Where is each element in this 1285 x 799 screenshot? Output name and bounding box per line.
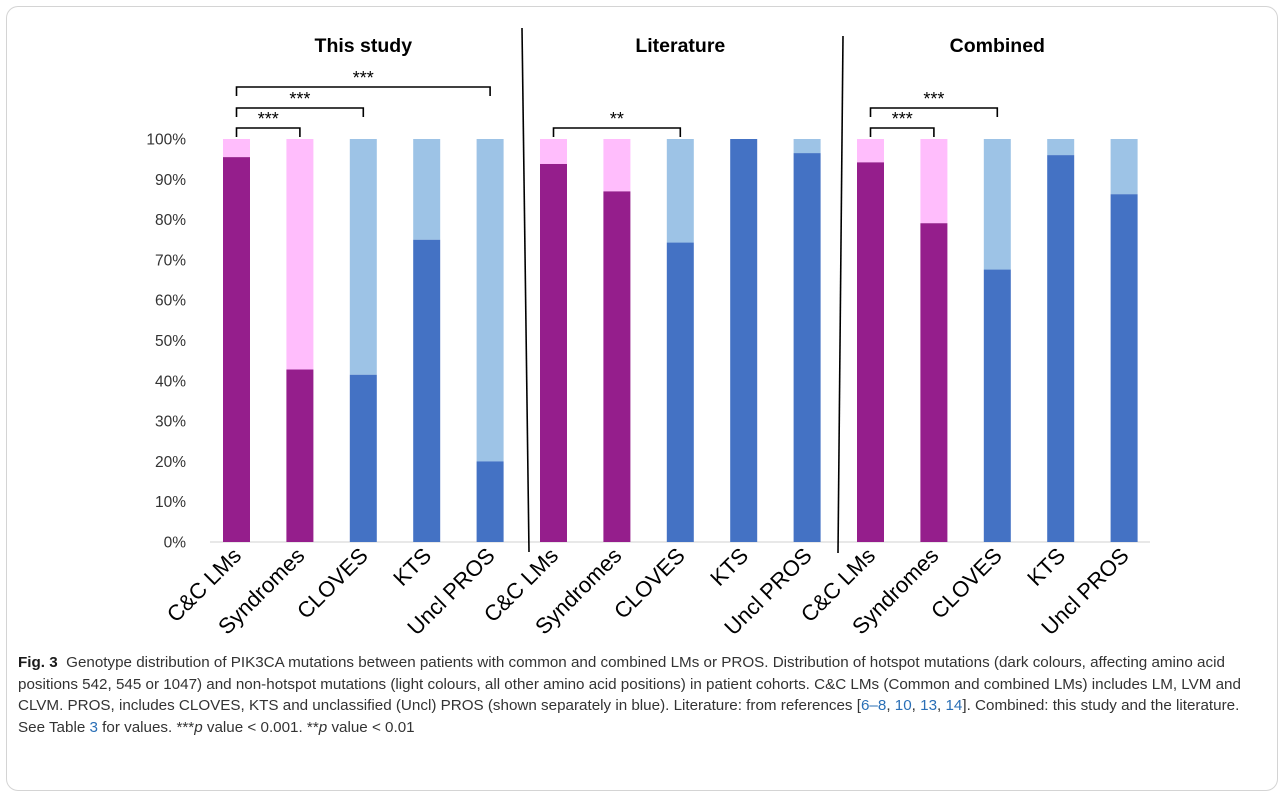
- y-tick-label: 100%: [146, 132, 186, 149]
- bar-segment-hotspot: [793, 153, 821, 543]
- y-tick-label: 40%: [155, 373, 186, 390]
- y-tick-label: 50%: [155, 333, 186, 350]
- bar-segment-hotspot: [730, 139, 758, 542]
- caption-text-3: for values. ***: [97, 718, 195, 736]
- significance-label: ***: [289, 89, 310, 109]
- panel-title: Combined: [950, 35, 1045, 57]
- significance-label: ***: [892, 109, 913, 129]
- significance-label: ***: [353, 68, 374, 88]
- reference-link-6-8[interactable]: 6–8: [860, 697, 887, 714]
- bar-segment-hotspot: [476, 461, 504, 542]
- bar-segment-nonhotspot: [223, 139, 250, 158]
- caption-text-2: ]. Combined: this study and the literatu…: [18, 697, 1240, 736]
- x-tick-label: KTS: [1022, 543, 1070, 591]
- bar-segment-nonhotspot: [920, 139, 948, 224]
- bar-segment-hotspot: [349, 374, 377, 542]
- bar-segment-hotspot: [223, 157, 250, 542]
- bar-segment-hotspot: [920, 223, 948, 543]
- reference-link-10[interactable]: 10: [894, 697, 912, 714]
- bar-segment-hotspot: [413, 239, 441, 542]
- y-tick-label: 90%: [155, 172, 186, 189]
- significance-bracket: [235, 86, 491, 96]
- significance-bracket: [869, 107, 999, 117]
- bar-segment-nonhotspot: [603, 139, 631, 192]
- panel-title: Literature: [635, 35, 725, 57]
- x-tick-label: KTS: [388, 543, 436, 591]
- bar-segment-nonhotspot: [983, 139, 1011, 270]
- bar-segment-nonhotspot: [1110, 139, 1138, 195]
- bar-segment-hotspot: [666, 242, 694, 543]
- caption-text-1: Genotype distribution of PIK3CA mutation…: [18, 654, 1241, 714]
- bar-segment-hotspot: [1110, 194, 1138, 542]
- caption-text-5: value < 0.01: [327, 718, 415, 736]
- panel-title: This study: [315, 35, 413, 57]
- table-link-3[interactable]: 3: [89, 718, 98, 736]
- y-tick-label: 70%: [155, 252, 186, 269]
- p-symbol: p: [194, 718, 203, 736]
- bar-segment-hotspot: [857, 162, 884, 542]
- y-tick-label: 20%: [155, 454, 186, 471]
- bar-segment-nonhotspot: [540, 139, 567, 164]
- figure-caption: Fig. 3 Genotype distribution of PIK3CA m…: [18, 652, 1268, 738]
- panel-divider: [837, 35, 844, 554]
- y-tick-label: 60%: [155, 293, 186, 310]
- bar-segment-hotspot: [286, 369, 314, 542]
- panel-divider: [521, 27, 530, 553]
- bar-segment-hotspot: [1047, 155, 1075, 542]
- x-tick-label: CLOVES: [292, 543, 373, 624]
- caption-separator: ,: [886, 697, 895, 714]
- bar-segment-nonhotspot: [413, 139, 441, 240]
- bar-segment-nonhotspot: [666, 139, 694, 243]
- significance-bracket: [552, 127, 682, 137]
- significance-label: ***: [923, 89, 944, 109]
- y-tick-label: 10%: [155, 494, 186, 511]
- bar-segment-nonhotspot: [1047, 139, 1075, 156]
- bar-segment-nonhotspot: [286, 139, 314, 370]
- x-tick-label: KTS: [705, 543, 753, 591]
- p-symbol: p: [318, 718, 328, 736]
- bar-segment-nonhotspot: [793, 139, 821, 154]
- significance-bracket: [235, 107, 365, 117]
- x-tick-label: CLOVES: [926, 543, 1007, 624]
- significance-bracket: [869, 127, 935, 137]
- figure-label: Fig. 3: [18, 654, 58, 671]
- x-tick-label: CLOVES: [609, 543, 690, 624]
- stacked-bar-chart: 0%10%20%30%40%50%60%70%80%90%100%C&C LMs…: [146, 27, 1150, 640]
- reference-link-14[interactable]: 14: [945, 697, 963, 714]
- reference-link-13[interactable]: 13: [920, 697, 938, 714]
- bar-segment-hotspot: [603, 191, 631, 542]
- y-tick-label: 0%: [164, 535, 187, 552]
- y-tick-label: 30%: [155, 414, 186, 431]
- caption-separator: ,: [937, 697, 946, 714]
- bar-segment-nonhotspot: [857, 139, 884, 163]
- significance-bracket: [235, 127, 301, 137]
- significance-label: **: [610, 109, 624, 129]
- caption-separator: ,: [911, 697, 921, 714]
- caption-text-4: value < 0.001. **: [202, 718, 319, 736]
- bar-segment-nonhotspot: [349, 139, 377, 375]
- y-tick-label: 80%: [155, 212, 186, 229]
- bar-segment-nonhotspot: [476, 139, 504, 462]
- significance-label: ***: [258, 109, 279, 129]
- bar-segment-hotspot: [983, 269, 1011, 542]
- bar-segment-hotspot: [540, 163, 567, 542]
